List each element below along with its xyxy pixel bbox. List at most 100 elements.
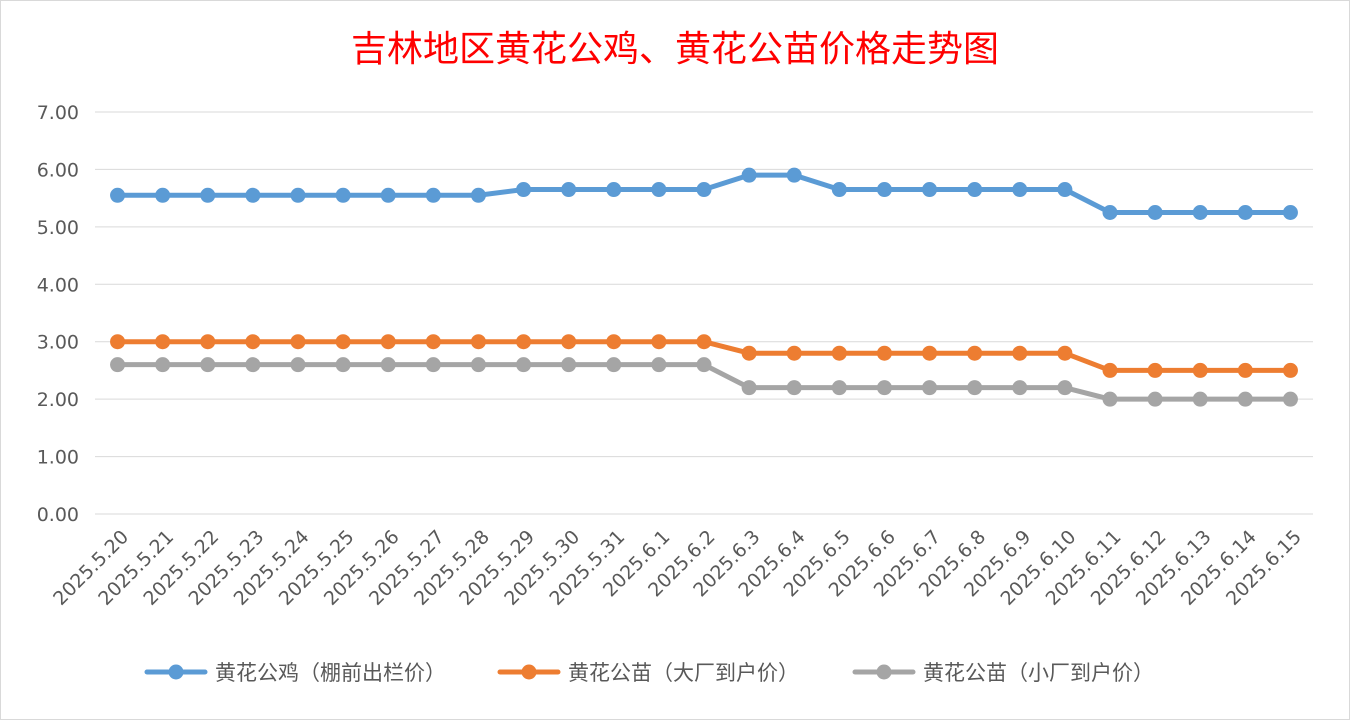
y-tick-label: 5.00	[37, 217, 79, 239]
y-tick-label: 7.00	[37, 102, 79, 124]
data-point	[696, 357, 712, 373]
data-point	[651, 182, 667, 198]
y-tick-label: 4.00	[37, 274, 79, 296]
data-point	[110, 357, 126, 373]
data-point	[1282, 362, 1298, 378]
data-point	[245, 187, 261, 203]
data-point	[470, 187, 486, 203]
data-point	[786, 167, 802, 183]
data-point	[516, 357, 532, 373]
data-point	[155, 334, 171, 350]
y-tick-label: 2.00	[37, 389, 79, 411]
y-tick-label: 6.00	[37, 159, 79, 181]
data-point	[1102, 362, 1118, 378]
data-point	[1012, 345, 1028, 361]
chart-title: 吉林地区黄花公鸡、黄花公苗价格走势图	[351, 29, 999, 70]
data-point	[922, 380, 938, 396]
data-point	[425, 357, 441, 373]
data-point	[1237, 391, 1253, 407]
data-point	[831, 380, 847, 396]
data-point	[876, 345, 892, 361]
data-point	[245, 357, 261, 373]
data-point	[967, 345, 983, 361]
data-point	[290, 187, 306, 203]
data-point	[110, 187, 126, 203]
data-point	[380, 187, 396, 203]
data-point	[741, 345, 757, 361]
data-point	[1147, 391, 1163, 407]
data-point	[696, 182, 712, 198]
data-point	[425, 334, 441, 350]
data-point	[470, 357, 486, 373]
data-point	[876, 182, 892, 198]
data-point	[696, 334, 712, 350]
data-point	[470, 334, 486, 350]
data-point	[651, 357, 667, 373]
data-point	[1012, 182, 1028, 198]
gridlines	[95, 111, 1313, 515]
data-point	[1192, 391, 1208, 407]
data-point	[1192, 362, 1208, 378]
data-point	[155, 187, 171, 203]
data-point	[561, 357, 577, 373]
data-point	[786, 345, 802, 361]
legend-label: 黄花公苗（大厂到户价）	[568, 661, 799, 685]
data-point	[1057, 380, 1073, 396]
data-point	[1147, 362, 1163, 378]
data-point	[290, 334, 306, 350]
data-point	[967, 182, 983, 198]
data-point	[110, 334, 126, 350]
data-point	[876, 380, 892, 396]
data-point	[741, 380, 757, 396]
data-point	[1237, 205, 1253, 220]
data-point	[922, 182, 938, 198]
data-point	[1102, 391, 1118, 407]
y-tick-label: 0.00	[37, 504, 79, 526]
data-point	[1102, 205, 1118, 220]
data-point	[561, 182, 577, 198]
data-point	[1147, 205, 1163, 220]
data-point	[1192, 205, 1208, 220]
data-point	[425, 187, 441, 203]
data-point	[245, 334, 261, 350]
data-point	[922, 345, 938, 361]
legend: 黄花公鸡（棚前出栏价） 黄花公苗（大厂到户价） 黄花公苗（小厂到户价）	[144, 661, 1154, 685]
legend-label: 黄花公鸡（棚前出栏价）	[215, 661, 446, 685]
data-point	[380, 357, 396, 373]
data-point	[651, 334, 667, 350]
data-point	[786, 380, 802, 396]
data-point	[155, 357, 171, 373]
data-point	[606, 182, 622, 198]
data-point	[290, 357, 306, 373]
data-point	[1012, 380, 1028, 396]
data-point	[516, 182, 532, 198]
data-point	[1282, 205, 1298, 220]
data-point	[561, 334, 577, 350]
data-point	[1057, 345, 1073, 361]
data-point	[831, 182, 847, 198]
y-axis: 0.00 1.00 2.00 3.00 4.00 5.00 6.00 7.00	[37, 102, 79, 526]
data-point	[516, 334, 532, 350]
legend-swatch-marker	[168, 664, 184, 680]
data-point	[200, 187, 216, 203]
data-point	[200, 334, 216, 350]
legend-swatch-marker	[521, 664, 537, 680]
data-point	[335, 357, 351, 373]
data-point	[335, 334, 351, 350]
data-point	[831, 345, 847, 361]
data-point	[380, 334, 396, 350]
y-tick-label: 3.00	[37, 332, 79, 354]
legend-swatch-marker	[876, 664, 892, 680]
data-point	[606, 357, 622, 373]
series-group	[110, 167, 1298, 407]
data-point	[200, 357, 216, 373]
legend-label: 黄花公苗（小厂到户价）	[923, 661, 1154, 685]
data-point	[741, 167, 757, 183]
data-point	[967, 380, 983, 396]
data-point	[606, 334, 622, 350]
y-tick-label: 1.00	[37, 447, 79, 469]
data-point	[1282, 391, 1298, 407]
